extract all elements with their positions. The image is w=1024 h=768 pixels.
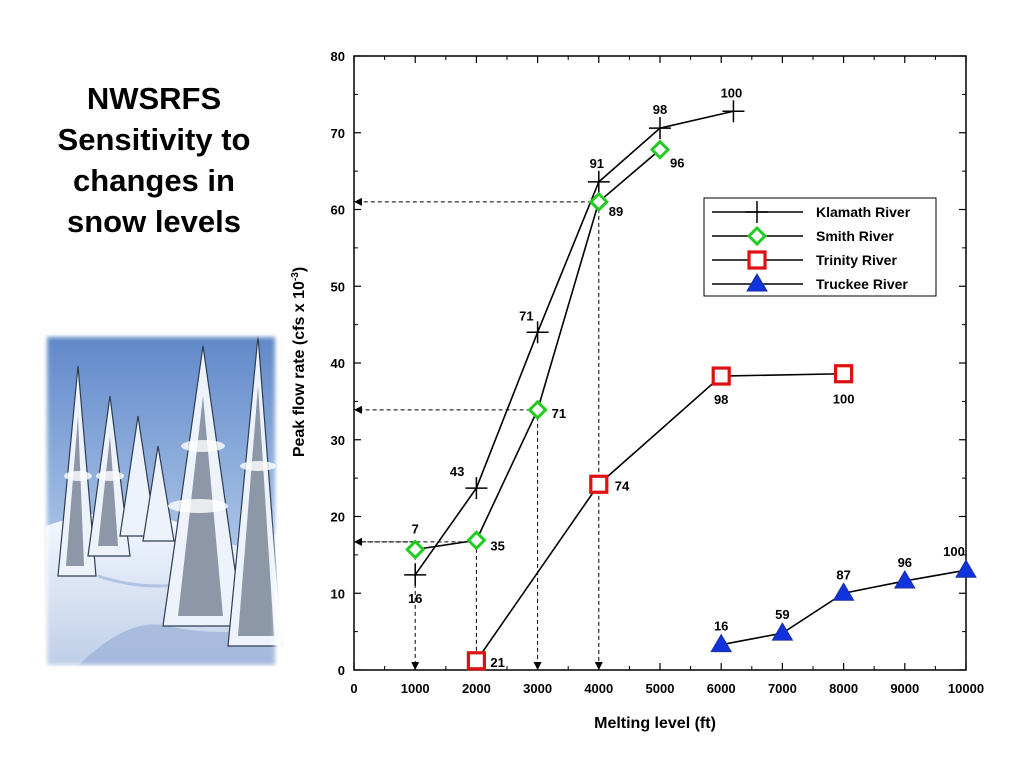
data-label: 16	[714, 619, 728, 634]
x-tick-label: 10000	[948, 681, 984, 696]
marker-plus	[587, 170, 610, 193]
data-label: 7	[412, 522, 419, 537]
series-line	[414, 110, 734, 576]
y-axis-label-main: Peak flow rate (cfs x 10	[291, 281, 308, 457]
data-label: 98	[653, 102, 667, 117]
data-label: 98	[714, 392, 728, 407]
data-series	[404, 100, 977, 671]
point-labels: 16 43 71 91 98 100 7 35 71 89 96 21 74 98 100 16 59 87 96 1…	[408, 85, 965, 670]
data-label: 96	[898, 555, 912, 570]
legend-item-smith-river: Smith River	[712, 225, 894, 247]
marker-triangle	[746, 273, 768, 292]
y-tick-label: 20	[331, 510, 345, 525]
marker-diamond	[466, 530, 487, 551]
x-tick-label: 1000	[401, 681, 430, 696]
x-tick-label: 9000	[890, 681, 919, 696]
snow-forest-photo	[38, 327, 284, 675]
slide-title: NWSRFS Sensitivity to changes in snow le…	[57, 81, 251, 239]
y-tick-label: 40	[331, 356, 345, 371]
legend-label: Trinity River	[816, 252, 897, 268]
data-label: 96	[670, 156, 684, 171]
marker-diamond	[746, 225, 768, 247]
data-label: 21	[490, 655, 504, 670]
series-klamath-river	[404, 100, 745, 586]
marker-plus	[404, 563, 427, 586]
data-label: 59	[775, 607, 789, 622]
y-tick-label: 70	[331, 126, 345, 141]
x-axis-label: Melting level (ft)	[594, 715, 716, 732]
marker-square	[589, 474, 609, 494]
x-tick-label: 5000	[646, 681, 675, 696]
marker-diamond	[649, 139, 671, 160]
data-label: 87	[836, 567, 850, 582]
legend-box	[703, 197, 937, 297]
y-tick-label: 10	[331, 586, 345, 601]
legend-label: Truckee River	[816, 276, 908, 292]
legend-label: Smith River	[816, 228, 894, 244]
y-tick-label: 80	[331, 49, 345, 64]
marker-diamond	[588, 191, 609, 212]
marker-square	[747, 250, 767, 270]
y-axis-label-tail: )	[291, 267, 308, 272]
legend: Klamath River Smith River Trinity River Tru…	[703, 197, 937, 297]
x-tick-label: 2000	[462, 681, 491, 696]
data-label: 71	[519, 308, 533, 323]
axes: 0 1000 2000 3000 4000 5000 6000 7000 8000 9000 100…	[331, 49, 985, 696]
marker-plus	[649, 117, 671, 140]
marker-plus	[465, 477, 488, 500]
x-tick-label: 8000	[829, 681, 858, 696]
y-tick-label: 60	[331, 203, 345, 218]
x-tick-label: 3000	[523, 681, 552, 696]
marker-square	[833, 364, 854, 384]
data-label: 35	[490, 538, 504, 553]
data-label: 100	[833, 392, 855, 407]
data-label: 16	[408, 591, 422, 606]
data-label: 89	[609, 204, 623, 219]
legend-item-trinity-river: Trinity River	[712, 250, 897, 270]
legend-item-truckee-river: Truckee River	[712, 273, 908, 292]
x-tick-label: 7000	[768, 681, 797, 696]
data-label: 100	[721, 85, 743, 100]
marker-plus	[722, 100, 745, 123]
marker-triangle	[955, 559, 977, 578]
legend-label: Klamath River	[816, 204, 911, 220]
y-tick-label: 0	[338, 663, 345, 678]
y-tick-label: 50	[331, 279, 345, 294]
marker-triangle	[832, 582, 855, 601]
data-label: 74	[615, 478, 630, 493]
marker-triangle	[771, 622, 794, 641]
data-label: 100	[943, 544, 965, 559]
series-smith-river	[405, 139, 671, 560]
marker-diamond	[405, 539, 426, 560]
x-tick-label: 0	[350, 681, 357, 696]
data-label: 71	[552, 406, 566, 421]
data-label: 43	[450, 464, 464, 479]
reference-lines	[354, 197, 603, 670]
y-axis-label: Peak flow rate (cfs x 10-3)	[290, 267, 308, 457]
marker-plus	[746, 201, 768, 223]
marker-triangle	[893, 569, 916, 589]
series-trinity-river	[466, 364, 854, 671]
data-label: 91	[590, 156, 604, 171]
marker-diamond	[527, 399, 548, 420]
y-axis-label-exponent: -3	[290, 272, 301, 281]
x-tick-label: 4000	[584, 681, 613, 696]
legend-item-klamath-river: Klamath River	[712, 201, 911, 223]
marker-triangle	[710, 633, 733, 653]
marker-square	[711, 366, 731, 386]
x-tick-label: 6000	[707, 681, 736, 696]
series-line	[475, 372, 844, 662]
marker-plus	[526, 321, 549, 344]
marker-square	[466, 651, 486, 671]
series-truckee-river	[710, 559, 977, 653]
y-tick-label: 30	[331, 433, 345, 448]
